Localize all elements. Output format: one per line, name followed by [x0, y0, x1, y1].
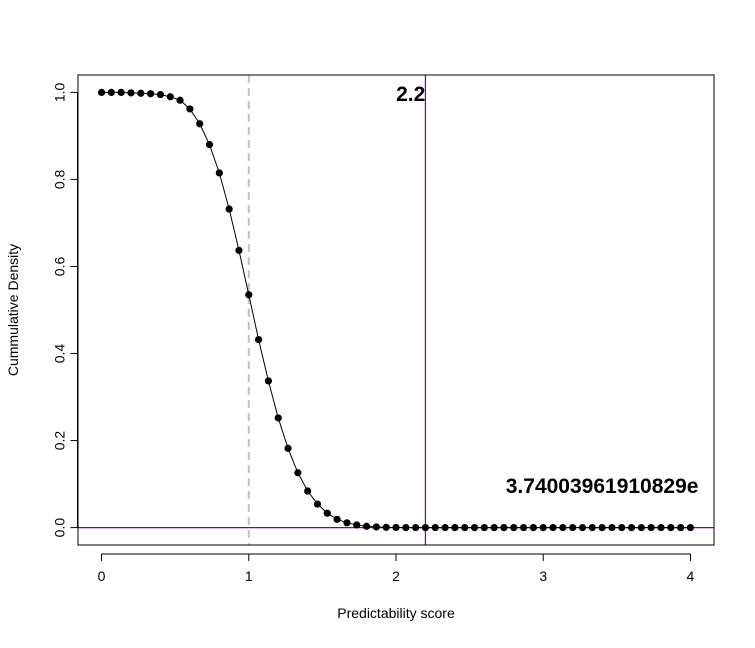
data-point [147, 90, 155, 98]
data-point [578, 523, 587, 532]
data-point [569, 523, 577, 532]
data-point [657, 523, 665, 532]
data-point [215, 169, 223, 177]
x-axis-title: Predictability score [337, 605, 455, 621]
data-point [235, 246, 243, 254]
data-point [127, 89, 135, 97]
x-tick-label: 2 [392, 568, 400, 584]
data-point [529, 523, 538, 532]
data-point [608, 523, 616, 532]
data-point [284, 444, 292, 452]
annotation-label-1: 3.74003961910829e [506, 475, 699, 498]
x-tick-label: 4 [687, 568, 695, 584]
data-point [686, 523, 695, 532]
data-point [519, 523, 528, 532]
data-point [392, 523, 400, 532]
y-axis: 0.0 0.2 0.4 0.6 0.8 1.0 [52, 82, 78, 537]
data-point [225, 205, 233, 213]
x-axis: 0 1 2 3 4 [98, 553, 695, 584]
data-point [294, 469, 302, 477]
data-point [382, 523, 390, 531]
data-point [353, 521, 361, 529]
annotations: 2.2 3.74003961910829e [396, 83, 698, 498]
data-point [97, 88, 106, 97]
data-point [107, 88, 115, 97]
data-point [451, 523, 459, 532]
data-point [421, 523, 430, 532]
data-point [362, 522, 371, 530]
y-tick-label: 0.2 [52, 431, 68, 451]
data-point [667, 523, 675, 532]
data-point [176, 96, 184, 104]
data-point [510, 523, 518, 532]
data-point [490, 523, 498, 532]
data-point [480, 523, 488, 532]
data-point [304, 487, 312, 495]
data-point [647, 523, 655, 532]
y-axis-title: Cummulative Density [5, 244, 21, 376]
data-point [402, 523, 410, 532]
annotation-label-0: 2.2 [396, 83, 425, 106]
y-tick-label: 0.8 [52, 170, 68, 190]
data-point [323, 509, 331, 517]
data-point [245, 291, 253, 299]
data-point [117, 88, 125, 97]
data-point [343, 519, 351, 527]
series-line-0 [101, 91, 691, 529]
data-point [412, 523, 420, 532]
data-point [186, 105, 194, 113]
data-point [372, 523, 380, 531]
data-point [539, 523, 547, 532]
y-tick-label: 0.4 [52, 344, 68, 364]
data-point [166, 93, 174, 101]
data-point [333, 515, 341, 523]
data-point [637, 523, 645, 532]
data-point [559, 523, 567, 532]
data-point [677, 523, 685, 532]
data-point [549, 523, 557, 532]
y-tick-label: 0.0 [52, 518, 68, 538]
data-point [137, 89, 145, 97]
y-tick-label: 0.6 [52, 257, 68, 277]
x-tick-label: 1 [245, 568, 253, 584]
x-tick-label: 3 [539, 568, 547, 584]
data-point [196, 120, 204, 128]
y-tick-label: 1.0 [52, 82, 68, 102]
data-point [264, 377, 273, 385]
data-point [274, 414, 282, 422]
data-point [313, 500, 322, 508]
data-point [618, 523, 626, 532]
data-point [598, 523, 606, 532]
series-layer [97, 88, 695, 532]
data-point [205, 141, 214, 149]
data-point [627, 523, 636, 532]
data-point [441, 523, 449, 532]
x-tick-label: 0 [98, 568, 106, 584]
data-point [461, 523, 469, 532]
data-point [254, 335, 263, 344]
data-point [470, 523, 479, 532]
data-point [500, 523, 508, 532]
data-point [156, 90, 165, 99]
data-point [431, 523, 439, 532]
data-point [588, 523, 596, 532]
